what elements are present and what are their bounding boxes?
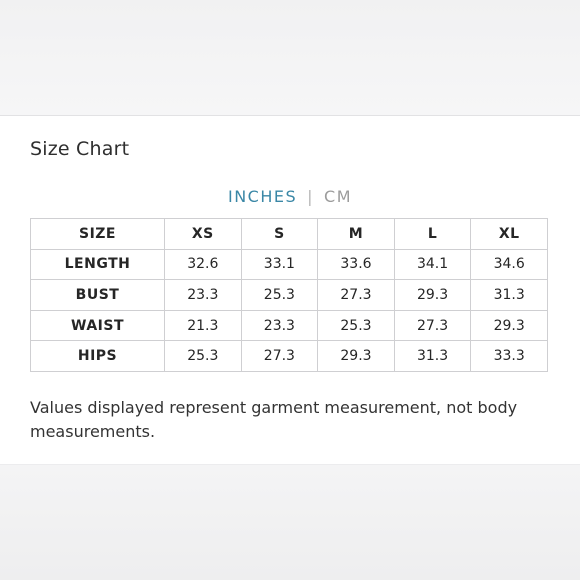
table-row: LENGTH 32.6 33.1 33.6 34.1 34.6 — [30, 248, 548, 281]
table-cell: 31.3 — [470, 279, 548, 311]
table-header-cell: L — [393, 218, 472, 250]
table-cell: 23.3 — [240, 309, 319, 342]
table-header-cell: XL — [470, 218, 548, 250]
row-label: HIPS — [30, 340, 165, 372]
table-header-cell: SIZE — [30, 218, 165, 250]
background-top — [0, 0, 580, 115]
size-table: SIZE XS S M L XL LENGTH 32.6 33.1 33.6 3… — [30, 218, 548, 372]
table-cell: 25.3 — [240, 279, 319, 311]
table-cell: 27.3 — [317, 279, 395, 311]
table-header-row: SIZE XS S M L XL — [30, 218, 548, 250]
table-cell: 33.3 — [470, 340, 548, 372]
table-cell: 29.3 — [393, 279, 472, 311]
unit-toggle: INCHES | CM — [0, 186, 580, 206]
table-header-cell: XS — [164, 218, 242, 250]
size-chart-card: Size Chart INCHES | CM SIZE XS S M L XL — [0, 115, 580, 465]
table-cell: 21.3 — [164, 309, 242, 342]
table-row: WAIST 21.3 23.3 25.3 27.3 29.3 — [30, 309, 548, 342]
background-bottom — [0, 465, 580, 580]
unit-separator: | — [307, 187, 315, 206]
table-cell: 33.6 — [317, 248, 395, 281]
measurement-note: Values displayed represent garment measu… — [30, 398, 518, 441]
table-cell: 29.3 — [470, 309, 548, 342]
row-label: WAIST — [30, 309, 165, 342]
table-cell: 25.3 — [164, 340, 242, 372]
table-row: HIPS 25.3 27.3 29.3 31.3 33.3 — [30, 340, 548, 372]
table-cell: 29.3 — [317, 340, 395, 372]
table-header-cell: M — [317, 218, 395, 250]
table-cell: 32.6 — [164, 248, 242, 281]
size-chart-title: Size Chart — [30, 138, 130, 160]
table-cell: 34.6 — [470, 248, 548, 281]
table-row: BUST 23.3 25.3 27.3 29.3 31.3 — [30, 279, 548, 311]
unit-inches-button[interactable]: INCHES — [227, 187, 298, 206]
table-cell: 23.3 — [164, 279, 242, 311]
table-cell: 31.3 — [393, 340, 472, 372]
row-label: BUST — [30, 279, 165, 311]
table-cell: 27.3 — [393, 309, 472, 342]
table-cell: 25.3 — [317, 309, 395, 342]
table-cell: 33.1 — [240, 248, 319, 281]
row-label: LENGTH — [30, 248, 165, 281]
table-cell: 27.3 — [240, 340, 319, 372]
table-header-cell: S — [240, 218, 319, 250]
table-cell: 34.1 — [393, 248, 472, 281]
unit-cm-button[interactable]: CM — [324, 187, 353, 206]
